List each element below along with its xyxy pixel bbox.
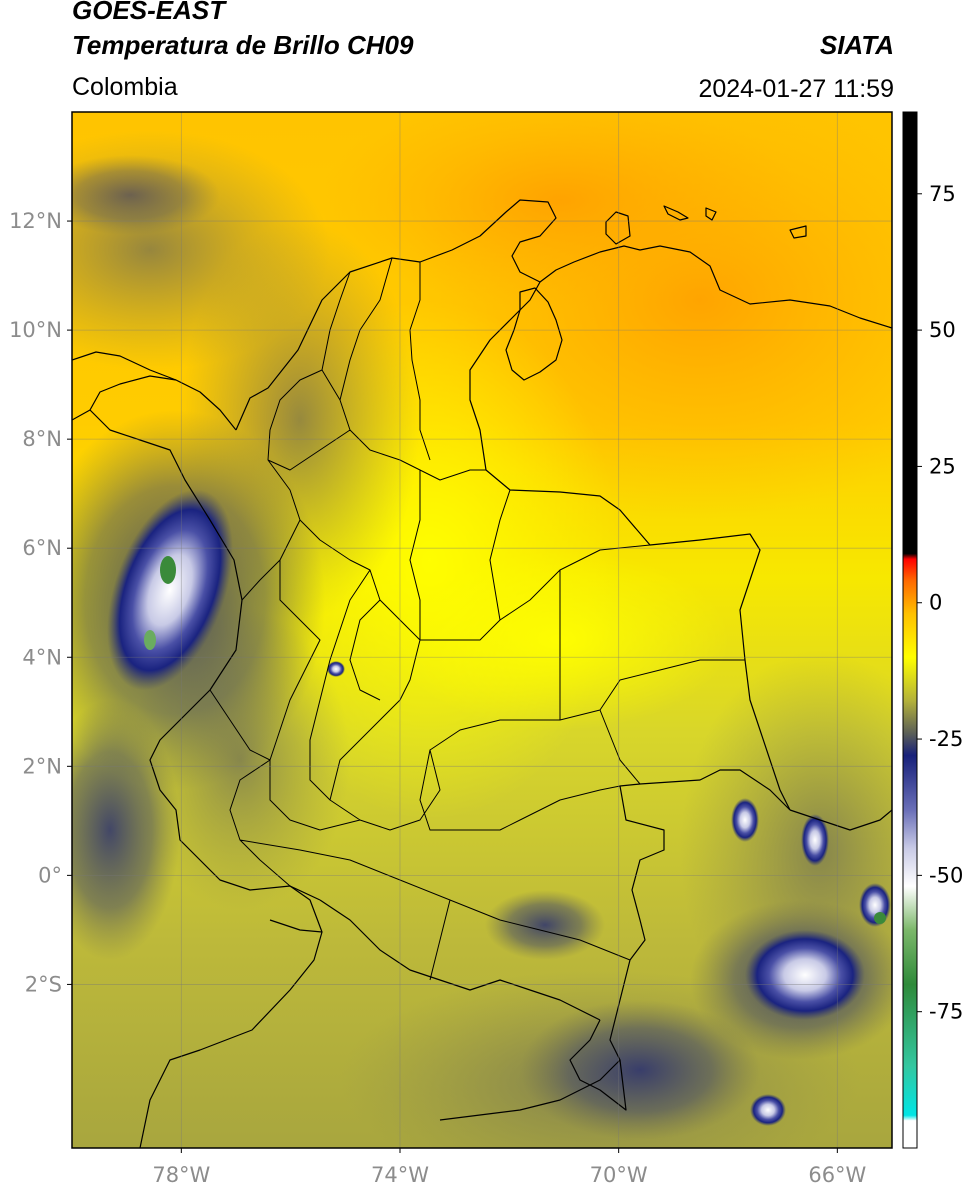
colorbar-tick-label: 0 [929, 591, 942, 615]
political-boundaries [72, 199, 892, 1148]
venezuela-brazil-border [789, 809, 892, 831]
colorbar-ticks: 75 50 25 0 -25 -50 -75 [917, 182, 963, 1024]
lat-tick-label: 0° [38, 863, 62, 887]
pacific-coastline [89, 375, 323, 1148]
lon-axis: 78°W 74°W 70°W 66°W [152, 1148, 867, 1187]
ecuador-border [269, 885, 323, 933]
colorbar-tick-label: 25 [929, 454, 956, 478]
lake-maracaibo [505, 287, 563, 381]
lat-tick-label: 8°N [22, 427, 62, 451]
colombia-venezuela-border [469, 281, 791, 811]
lon-tick-label: 66°W [808, 1163, 866, 1187]
lat-tick-label: 4°N [22, 645, 62, 669]
colorbar [902, 111, 918, 1149]
map-frame [71, 111, 893, 1149]
lon-tick-label: 70°W [590, 1163, 648, 1187]
caribbean-coastline [235, 199, 892, 431]
colorbar-tick-label: -50 [929, 863, 963, 887]
lat-tick-label: 12°N [9, 209, 62, 233]
lon-tick-label: 78°W [152, 1163, 210, 1187]
lat-axis: 12°N 10°N 8°N 6°N 4°N 2°N 0° 2°S [9, 209, 72, 996]
department-boundaries [209, 257, 745, 981]
lat-tick-label: 2°S [25, 972, 62, 996]
lat-tick-label: 10°N [9, 318, 62, 342]
colorbar-tick-label: -75 [929, 1000, 963, 1024]
graticule [72, 112, 892, 1148]
peru-brazil-border [439, 1059, 621, 1121]
map-title: GOES-EAST [72, 0, 226, 25]
colorbar-scale [902, 111, 918, 1149]
datetime-label: 2024-01-27 11:59 [698, 75, 894, 103]
colombia-south-border [319, 899, 601, 1021]
colombia-brazil-border [569, 769, 791, 1111]
panama-coastline [72, 351, 177, 421]
colorbar-tick-label: 50 [929, 318, 956, 342]
lat-tick-label: 2°N [22, 754, 62, 778]
brightness-temperature-field [72, 112, 892, 1148]
lat-tick-label: 6°N [22, 536, 62, 560]
colorbar-tick-label: -25 [929, 727, 963, 751]
colorbar-tick-label: 75 [929, 182, 956, 206]
map-subtitle: Temperatura de Brillo CH09 [72, 30, 414, 60]
brand-label: SIATA [819, 30, 894, 60]
lon-tick-label: 74°W [371, 1163, 429, 1187]
region-label: Colombia [72, 73, 178, 101]
